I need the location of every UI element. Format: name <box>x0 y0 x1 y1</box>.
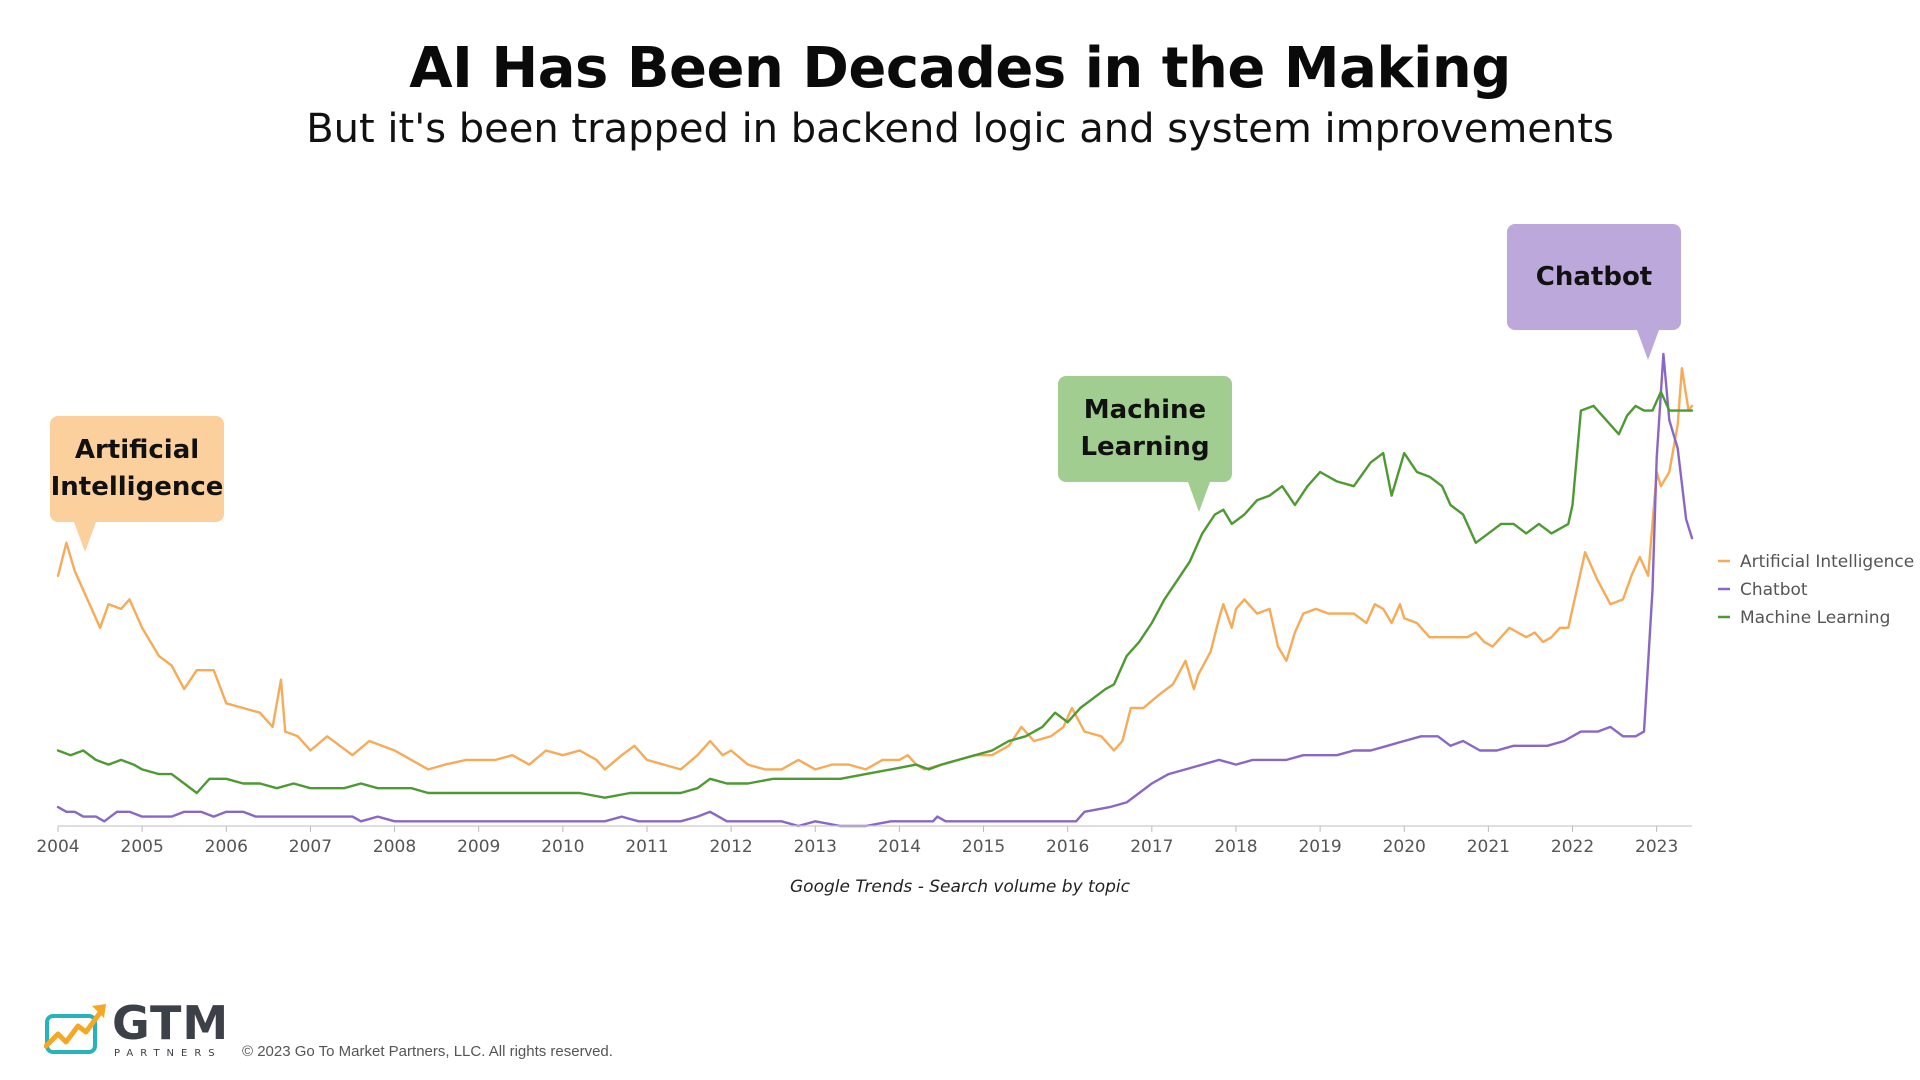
x-axis: 2004 2005 2006 2007 2008 2009 2010 2011 2012 2013… <box>36 825 1692 857</box>
callout-artificial-intelligence: Artificial Intelligence <box>50 416 224 552</box>
callout-ai-label: Artificial Intelligence <box>50 435 224 502</box>
x-tick-label: 2019 <box>1298 837 1341 857</box>
x-tick-label: 2007 <box>289 837 332 857</box>
trend-arrow-icon <box>43 1004 106 1054</box>
x-tick-label: 2014 <box>878 837 921 857</box>
x-tick-label: 2020 <box>1383 837 1426 857</box>
x-tick-label: 2016 <box>1046 837 1089 857</box>
x-tick-label: 2021 <box>1467 837 1510 857</box>
x-tick-label: 2023 <box>1635 837 1678 857</box>
x-tick-label: 2022 <box>1551 837 1594 857</box>
callout-machine-learning: Machine Learning <box>1058 376 1232 512</box>
plot-area <box>56 352 1694 828</box>
copyright-notice: © 2023 Go To Market Partners, LLC. All r… <box>242 1043 613 1060</box>
logo-subtext: PARTNERS <box>114 1048 222 1059</box>
legend-label: Chatbot <box>1740 580 1808 600</box>
x-tick-label: 2009 <box>457 837 500 857</box>
series-line-machine-learning <box>56 390 1694 799</box>
gtm-partners-logo: GTM PARTNERS <box>43 996 234 1060</box>
callout-ml-label: Machine Learning <box>1080 395 1210 462</box>
x-tick-label: 2006 <box>205 837 248 857</box>
series-line-artificial-intelligence <box>56 367 1694 771</box>
chart-subtitle: But it's been trapped in backend logic a… <box>306 106 1614 152</box>
x-tick-label: 2012 <box>709 837 752 857</box>
x-tick-label: 2011 <box>625 837 668 857</box>
callout-ai-pointer <box>74 522 96 552</box>
x-tick-label: 2013 <box>794 837 837 857</box>
callout-chatbot: Chatbot <box>1507 224 1681 360</box>
legend-label: Artificial Intelligence <box>1740 552 1914 572</box>
x-tick-label: 2008 <box>373 837 416 857</box>
legend: Artificial Intelligence Chatbot Machine Le… <box>1718 552 1914 628</box>
x-tick-label: 2015 <box>962 837 1005 857</box>
x-tick-label: 2017 <box>1130 837 1173 857</box>
legend-label: Machine Learning <box>1740 608 1890 628</box>
chart-caption: Google Trends - Search volume by topic <box>790 877 1130 897</box>
x-tick-label: 2004 <box>36 837 79 857</box>
chart-title: AI Has Been Decades in the Making <box>409 36 1511 101</box>
x-tick-label: 2018 <box>1214 837 1257 857</box>
callout-chatbot-label: Chatbot <box>1535 261 1653 292</box>
callout-chatbot-pointer <box>1637 330 1659 360</box>
logo-wordmark: GTM <box>112 996 230 1050</box>
series-line-chatbot <box>56 352 1694 828</box>
x-tick-label: 2010 <box>541 837 584 857</box>
callout-ml-pointer <box>1188 482 1210 512</box>
x-tick-label: 2005 <box>121 837 164 857</box>
